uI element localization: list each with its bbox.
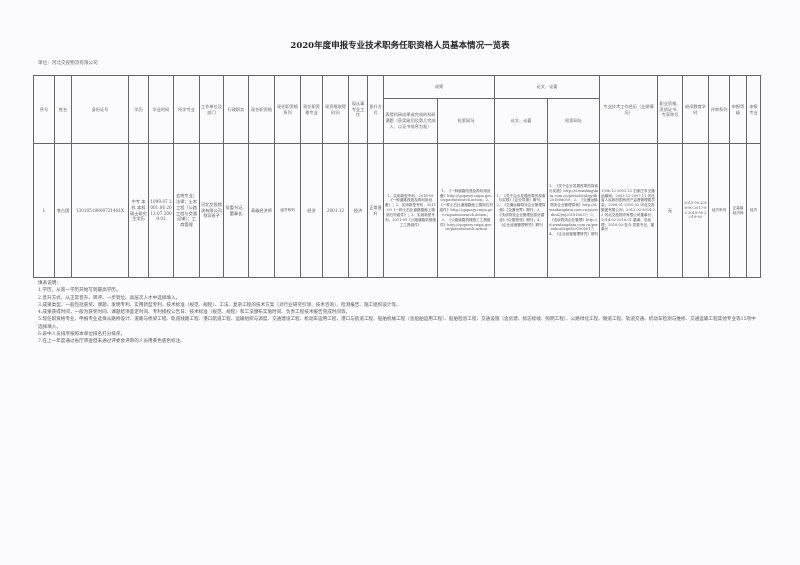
header-apply-major: 申报专业	[746, 75, 762, 144]
header-seq: 序号	[33, 75, 55, 144]
cell-ach-url: 1、《一种道路改造及再利用设备》http://cpquery.cnipa.gov…	[436, 143, 496, 278]
notes-section: 填表说明： 1.学历，从第一学历开始写到最高学历。 2.晋升方式，从正常晋升、转…	[38, 280, 758, 346]
note-item: 6.表中人员排序按照本单位排名打分排序。	[38, 332, 126, 338]
header-cur-major: 现任职资格专业	[300, 75, 323, 144]
header-workplace: 工作单位及部门	[199, 75, 224, 144]
subheader-row: 表提科研成果或完成的科研课题（获奖级别及第几完成人、以证书排序为准） 检索网址 …	[34, 98, 761, 144]
note-item: 7.在上一年度通过省厅审查但未通过评委会评审的人员用黄色底色标注。	[38, 339, 185, 345]
header-edu: 学历	[128, 75, 149, 144]
header-paper-title: 论文、论著	[494, 98, 549, 144]
cell-ach-desc: 1、实用新型专利，2018-09《一种道路改造及再利用设备》；2、实用新型专利，…	[383, 143, 438, 278]
header-major: 所学专业	[173, 75, 200, 144]
cell-apply-major: 经济	[746, 143, 762, 278]
note-item: 2.晋升方式，从正常晋升、转评、一步到位、高层次人才中选择填入。	[38, 295, 181, 301]
header-cont-edu: 继续教育学时	[682, 75, 710, 144]
cell-apply-level: 正高级经济师	[729, 143, 748, 278]
header-apply-level: 申报等级	[729, 75, 748, 144]
cell-cur-qual: 高级经济师	[248, 143, 275, 278]
header-ach-desc: 表提科研成果或完成的科研课题（获奖级别及第几完成人、以证书排序为准）	[383, 98, 438, 144]
cell-edu: 中专 本科 本科 硕士研究生学历	[128, 143, 149, 278]
cell-seq: 1	[33, 143, 55, 278]
header-certs: 职业资格、资质证书、专家称号	[657, 75, 684, 144]
note-item: 5.现任职资格专业、申报专业选择从路桥设计、道路与桥梁工程、轨道线路工程、港口航…	[38, 317, 756, 330]
header-qual-time: 现资格取得时间	[322, 75, 349, 144]
cell-promo: 正常晋升	[367, 143, 384, 278]
cell-cur-series: 经济系列	[274, 143, 301, 278]
header-achievements: 成果	[382, 75, 496, 99]
header-grad-time: 毕业时间	[148, 75, 174, 144]
cell-major: 会统专业；法律；土木工程（公路工程与交通运输）；工商管理	[173, 143, 200, 278]
header-cur-qual: 现任职资格	[248, 75, 275, 144]
header-papers: 论文、论著	[494, 75, 601, 99]
cell-experience: 1996.12-2003.12 石家庄市交通运输局；2003.12-2007.1…	[599, 143, 659, 278]
note-item: 1.学历，从第一学历开始写到最高学历。	[38, 288, 121, 294]
header-admin-post: 行政职务	[223, 75, 249, 144]
cell-cur-major: 经济	[300, 143, 323, 278]
cell-certs: 无	[657, 143, 684, 278]
cell-cont-edu: 2015-90 2016-90 2017-90 2018-90 2019-90	[682, 143, 710, 278]
document-title: 2020年度申报专业技术职务任职资格人员基本情况一览表	[290, 41, 510, 51]
header-cur-series: 现任职资格系列	[274, 75, 301, 144]
note-item: 4.成果获得时间，一般为获奖时间、课题结项鉴定时间、专利授权公告日、技术标准（规…	[38, 310, 351, 316]
cell-cur-work: 经济	[348, 143, 368, 278]
header-review-series: 评审系列	[708, 75, 731, 144]
header-ach-url: 检索网址	[436, 98, 496, 144]
header-cur-work: 现从事专业工作	[348, 75, 368, 144]
note-item: 3.成果类型，一般包括获奖、课题、发明专利、实用新型专利、技术标准（规范、规程）…	[38, 302, 401, 308]
cell-name: 李占国	[54, 143, 72, 278]
cell-qual-time: 2001.12	[322, 143, 349, 278]
cell-paper-title: 1、《关于企业发展改革的探索与实践》《企业导报》期刊；2、《交通运输物流企业管理…	[494, 143, 549, 278]
table-row: 1 李占国 13010519800721481X 中专 本科 本科 硕士研究生学…	[33, 143, 762, 278]
cell-grad-time: 1999.07 2001.06 2013.07 2009.01	[148, 143, 174, 278]
unit-label: 单位：河北交投物流有限公司	[38, 61, 98, 66]
cell-workplace: 河北交投物流有限公司领导班子	[199, 143, 224, 278]
cell-paper-url: 1、《关于企业发展改革的探索与实践》http://d.wanfangdata.c…	[547, 143, 601, 278]
header-name: 姓名	[54, 75, 72, 144]
cell-id: 13010519800721481X	[71, 143, 129, 278]
header-promo: 晋升方式	[367, 75, 384, 144]
header-row: 序号 姓名 身份证号 学历 毕业时间 所学专业 工作单位及部门 行政职务 现任职…	[33, 75, 762, 144]
cell-admin-post: 党委书记、董事长	[223, 143, 249, 278]
header-id: 身份证号	[71, 75, 129, 144]
cell-review-series: 经济系列	[708, 143, 731, 278]
applicants-table: 序号 姓名 身份证号 学历 毕业时间 所学专业 工作单位及部门 行政职务 现任职…	[33, 75, 762, 278]
header-experience: 专业技术工作经历（业绩情况）	[599, 75, 659, 144]
notes-heading: 填表说明：	[38, 281, 61, 286]
header-paper-url: 检索网址	[547, 98, 601, 144]
